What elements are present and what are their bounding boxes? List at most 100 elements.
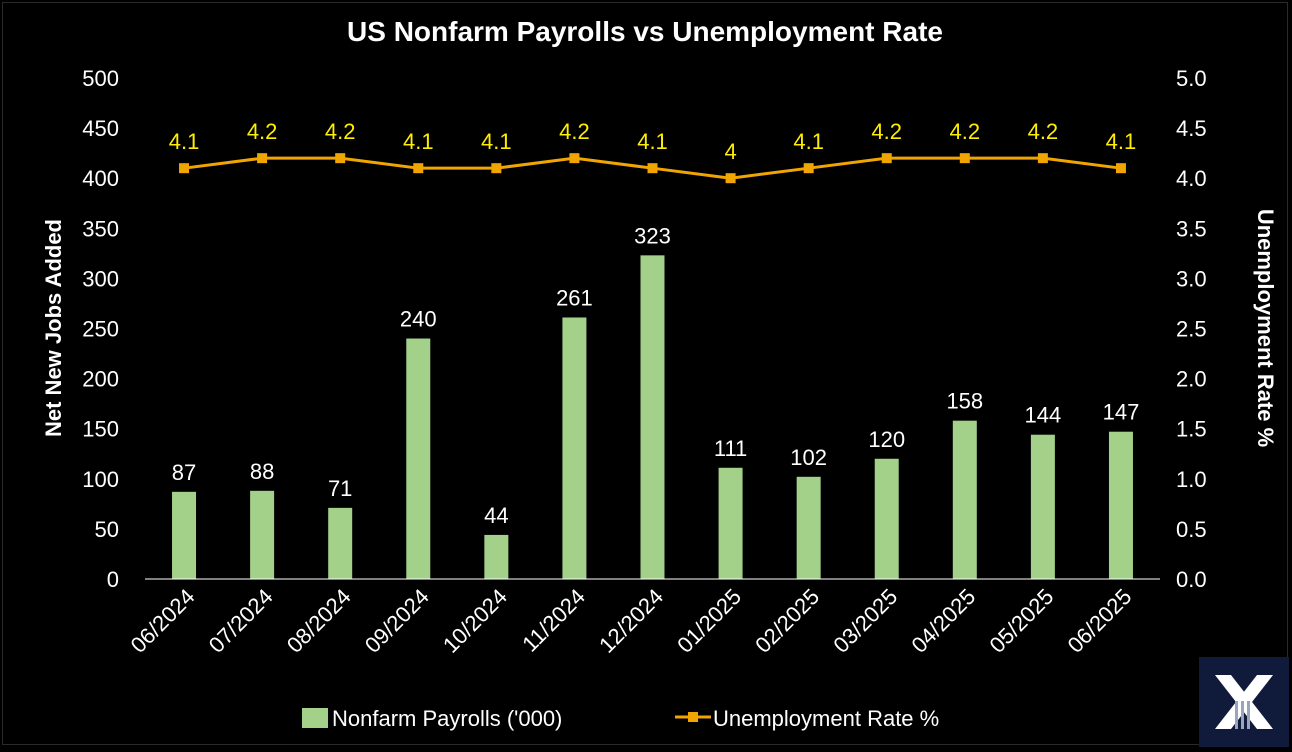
y-right-tick-label: 3.0 <box>1176 266 1207 291</box>
y-left-tick-label: 100 <box>82 467 119 492</box>
rate-marker <box>1115 163 1126 174</box>
y-left-tick-label: 400 <box>82 166 119 191</box>
rate-value-label: 4.2 <box>247 119 278 144</box>
bar-value-label: 44 <box>484 503 508 528</box>
bar <box>250 490 275 579</box>
y-right-tick-label: 0.0 <box>1176 567 1207 592</box>
bar-value-label: 261 <box>556 285 593 310</box>
bar-value-label: 144 <box>1025 403 1062 428</box>
bar <box>640 255 665 579</box>
bar-value-label: 71 <box>328 476 352 501</box>
bar-data-labels: 87 88 71 240 44 261 323 111 102 120 158 144 147 <box>172 223 1140 528</box>
rate-value-label: 4.1 <box>481 129 512 154</box>
bar <box>562 317 587 579</box>
y-right-tick-label: 2.0 <box>1176 367 1207 392</box>
unemployment-rate-markers <box>179 153 1126 184</box>
y-left-tick-label: 150 <box>82 417 119 442</box>
bar <box>172 491 197 579</box>
y-right-tick-label: 2.5 <box>1176 317 1207 342</box>
legend-label-payrolls: Nonfarm Payrolls ('000) <box>332 706 562 731</box>
rate-value-label: 4.2 <box>1028 119 1059 144</box>
bar-series <box>172 255 1133 579</box>
rate-marker <box>881 153 892 164</box>
y-axis-right: 0.0 0.5 1.0 1.5 2.0 2.5 3.0 3.5 4.0 4.5 5.0 <box>1176 66 1207 592</box>
bar-value-label: 147 <box>1103 400 1140 425</box>
legend-label-rate: Unemployment Rate % <box>713 706 939 731</box>
bar <box>718 467 743 579</box>
y-right-tick-label: 0.5 <box>1176 517 1207 542</box>
y-left-tick-label: 450 <box>82 116 119 141</box>
rate-marker <box>335 153 346 164</box>
x-tick-label: 05/2025 <box>985 584 1059 658</box>
rate-marker <box>647 163 658 174</box>
x-tick-label: 08/2024 <box>282 584 356 658</box>
rate-value-label: 4.2 <box>871 119 902 144</box>
x-tick-label: 10/2024 <box>438 584 512 658</box>
rate-value-label: 4 <box>724 139 736 164</box>
rate-marker <box>491 163 502 174</box>
rate-marker <box>803 163 814 174</box>
bar <box>952 420 977 579</box>
legend: Nonfarm Payrolls ('000) Unemployment Rat… <box>302 706 939 731</box>
bar-value-label: 323 <box>634 223 671 248</box>
x-tick-label: 11/2024 <box>517 584 590 657</box>
bar-value-label: 102 <box>790 445 827 470</box>
rate-marker <box>725 173 736 184</box>
y-left-tick-label: 250 <box>82 317 119 342</box>
y-right-tick-label: 5.0 <box>1176 66 1207 91</box>
rate-marker <box>179 163 190 174</box>
rate-value-label: 4.1 <box>169 129 200 154</box>
unemployment-rate-labels: 4.1 4.2 4.2 4.1 4.1 4.2 4.1 4 4.1 4.2 4.2 4.2 4.1 <box>169 119 1137 164</box>
y-right-tick-label: 4.0 <box>1176 166 1207 191</box>
rate-value-label: 4.1 <box>1106 129 1137 154</box>
x-tick-label: 06/2024 <box>126 584 200 658</box>
legend-swatch-payrolls <box>302 708 328 728</box>
bar-value-label: 88 <box>250 459 274 484</box>
bar <box>406 338 431 579</box>
y-right-tick-label: 3.5 <box>1176 216 1207 241</box>
x-tick-label: 01/2025 <box>672 584 746 658</box>
rate-value-label: 4.2 <box>559 119 590 144</box>
rate-marker <box>1037 153 1048 164</box>
rate-marker <box>257 153 268 164</box>
y-right-tick-label: 1.5 <box>1176 417 1207 442</box>
y-left-tick-label: 350 <box>82 216 119 241</box>
x-logo-icon <box>1215 675 1273 729</box>
x-tick-label: 03/2025 <box>828 584 902 658</box>
y-right-tick-label: 1.0 <box>1176 467 1207 492</box>
legend-marker-rate <box>688 712 698 722</box>
y-axis-right-label: Unemployment Rate % <box>1253 209 1278 447</box>
rate-marker <box>959 153 970 164</box>
x-tick-label: 09/2024 <box>360 584 434 658</box>
y-axis-left-label: Net New Jobs Added <box>41 219 66 437</box>
rate-value-label: 4.1 <box>403 129 434 154</box>
bar <box>874 458 899 579</box>
y-axis-left: 0 50 100 150 200 250 300 350 400 450 500 <box>82 66 119 592</box>
rate-value-label: 4.2 <box>950 119 981 144</box>
y-left-tick-label: 0 <box>107 567 119 592</box>
x-axis: 06/2024 07/2024 08/2024 09/2024 10/2024 11/20… <box>126 584 1137 658</box>
bar-value-label: 120 <box>868 427 905 452</box>
bar <box>1030 434 1055 579</box>
y-left-tick-label: 50 <box>95 517 119 542</box>
y-left-tick-label: 300 <box>82 266 119 291</box>
rate-marker <box>569 153 580 164</box>
bar <box>796 476 821 579</box>
rate-value-label: 4.1 <box>793 129 824 154</box>
bar <box>1108 431 1133 579</box>
rate-marker <box>413 163 424 174</box>
bar-value-label: 240 <box>400 307 437 332</box>
bar <box>484 534 509 579</box>
y-left-tick-label: 500 <box>82 66 119 91</box>
bar-value-label: 87 <box>172 460 196 485</box>
y-left-tick-label: 200 <box>82 367 119 392</box>
bar-value-label: 111 <box>714 436 747 461</box>
x-tick-label: 07/2024 <box>204 584 278 658</box>
x-tick-label: 04/2025 <box>906 584 980 658</box>
rate-value-label: 4.2 <box>325 119 356 144</box>
bar-value-label: 158 <box>946 389 983 414</box>
x-tick-label: 02/2025 <box>750 584 824 658</box>
brand-logo <box>1199 657 1289 747</box>
